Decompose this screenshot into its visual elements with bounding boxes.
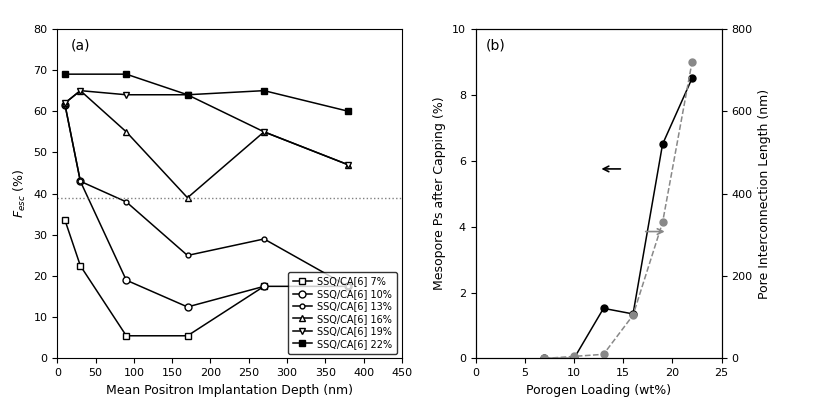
Y-axis label: Pore Interconnection Length (nm): Pore Interconnection Length (nm)	[757, 89, 770, 299]
Y-axis label: $F_{esc}$ (%): $F_{esc}$ (%)	[12, 169, 28, 218]
Text: (a): (a)	[71, 39, 91, 53]
Legend: SSQ/CA[6] 7%, SSQ/CA[6] 10%, SSQ/CA[6] 13%, SSQ/CA[6] 16%, SSQ/CA[6] 19%, SSQ/CA: SSQ/CA[6] 7%, SSQ/CA[6] 10%, SSQ/CA[6] 1…	[287, 272, 396, 353]
X-axis label: Porogen Loading (wt%): Porogen Loading (wt%)	[526, 384, 670, 397]
Text: (b): (b)	[485, 39, 505, 53]
X-axis label: Mean Positron Implantation Depth (nm): Mean Positron Implantation Depth (nm)	[106, 384, 353, 397]
Y-axis label: Mesopore Ps after Capping (%): Mesopore Ps after Capping (%)	[432, 97, 446, 290]
